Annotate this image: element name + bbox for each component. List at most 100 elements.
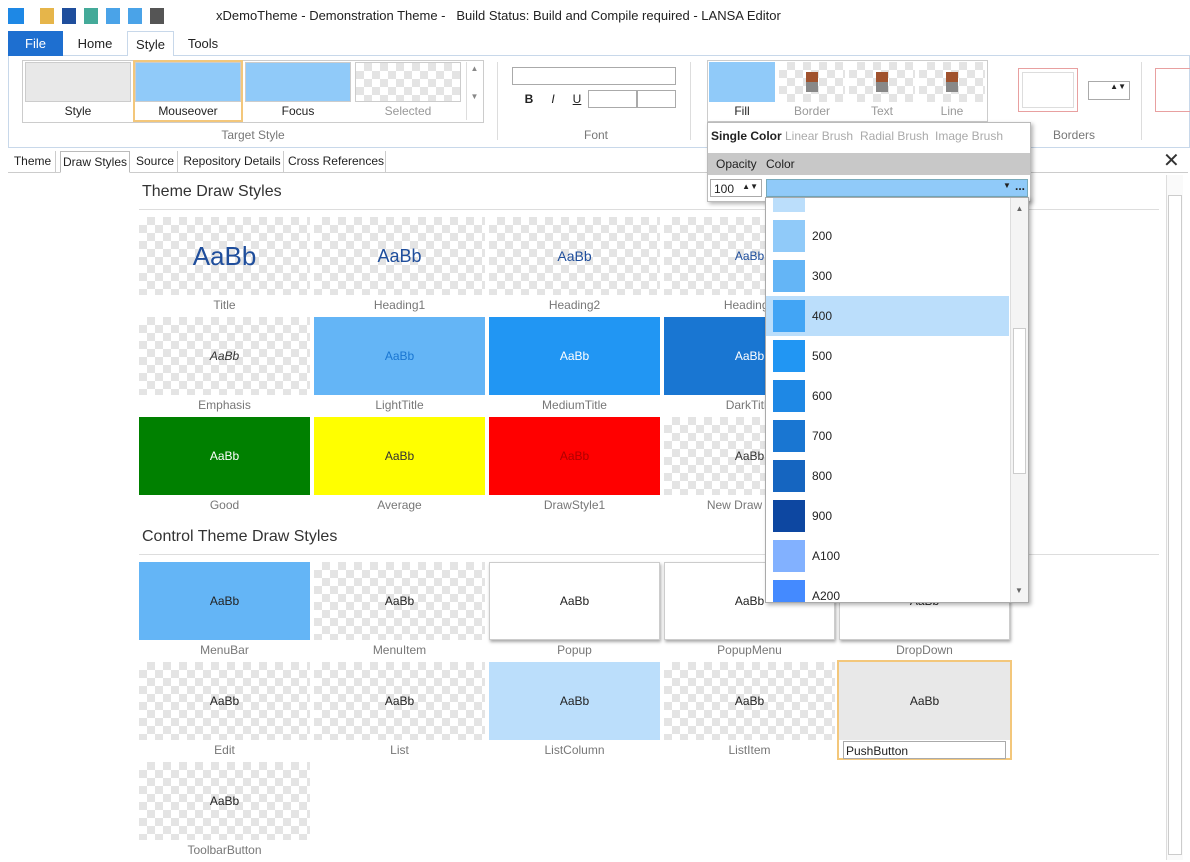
color-label: 200	[812, 229, 833, 243]
color-item[interactable]: A200	[766, 576, 1009, 602]
document-tab[interactable]: Theme	[10, 151, 56, 173]
section-title: Control Theme Draw Styles	[142, 528, 338, 545]
tile-label: ListItem	[728, 743, 771, 757]
gallery-scroll[interactable]: ▲ ▼	[466, 62, 482, 120]
tile-sample: AaBb	[384, 594, 415, 608]
draw-style-tile[interactable]: AaBb	[489, 562, 660, 640]
draw-style-tile[interactable]: AaBb	[314, 562, 485, 640]
color-swatch	[773, 260, 805, 292]
tile-label: ListColumn	[544, 743, 605, 757]
style-swatch[interactable]	[355, 62, 461, 102]
color-swatch	[773, 220, 805, 252]
color-item[interactable]: 500	[766, 336, 1009, 376]
tile-sample: AaBb	[734, 449, 765, 463]
list-scrollbar[interactable]: ▲ ▼	[1010, 198, 1028, 602]
hover-frame	[133, 60, 243, 122]
ribbon-tab[interactable]: Style	[127, 31, 174, 56]
opacity-value: 100	[714, 182, 735, 196]
tile-sample: AaBb	[384, 694, 415, 708]
color-label: 600	[812, 389, 833, 403]
rename-box[interactable]: PushButton	[843, 741, 1006, 759]
border-preview[interactable]	[1018, 68, 1078, 112]
ribbon-tab[interactable]: File	[8, 31, 63, 56]
style-label: Style	[64, 104, 92, 118]
color-swatch	[773, 380, 805, 412]
color-item[interactable]: 800	[766, 456, 1009, 496]
color-combo[interactable]: ▼...	[766, 179, 1028, 197]
color-item[interactable]: 900	[766, 496, 1009, 536]
quick-access-toolbar[interactable]	[40, 8, 200, 24]
draw-style-tile[interactable]: AaBb	[314, 662, 485, 740]
color-swatch	[773, 198, 805, 212]
brush-tab[interactable]: Linear Brush	[785, 129, 854, 143]
border-spinner[interactable]: ▲▼	[1088, 81, 1130, 100]
brush-tab[interactable]: Single Color	[711, 129, 782, 143]
draw-style-tile[interactable]: AaBb	[139, 762, 310, 840]
style-swatch[interactable]	[245, 62, 351, 102]
tile-label: Average	[377, 498, 422, 512]
tile-label: PopupMenu	[717, 643, 782, 657]
color-label: 900	[812, 509, 833, 523]
brush-popup: Opacity Color 100 ▲▼ ▼... Single Color Lin…	[707, 122, 1031, 202]
font-button[interactable]: B	[524, 92, 534, 106]
brush-tab[interactable]: Radial Brush	[860, 129, 929, 143]
color-item[interactable]: 200	[766, 216, 1009, 256]
fill-swatch[interactable]	[919, 62, 985, 102]
style-swatch[interactable]	[25, 62, 131, 102]
document-tab[interactable]: Cross References	[287, 151, 386, 173]
draw-style-tile[interactable]: AaBb	[489, 662, 660, 740]
ribbon-tab[interactable]: Tools	[187, 36, 219, 51]
tile-sample: AaBb	[209, 794, 240, 808]
color-item[interactable]: 300	[766, 256, 1009, 296]
close-button[interactable]: ✕	[1163, 150, 1180, 172]
tile-label: Heading1	[373, 298, 426, 312]
draw-style-tile[interactable]: AaBb	[139, 417, 310, 495]
font-size-combo[interactable]	[588, 90, 638, 108]
tile-label: DrawStyle1	[543, 498, 606, 512]
main-scrollbar[interactable]	[1166, 175, 1183, 860]
color-item[interactable]: 700	[766, 416, 1009, 456]
tile-sample: AaBb	[559, 594, 590, 608]
scroll-thumb[interactable]	[1168, 195, 1182, 855]
opacity-spinner[interactable]: 100 ▲▼	[710, 179, 762, 197]
draw-style-tile[interactable]: AaBb	[139, 662, 310, 740]
fill-swatch[interactable]	[849, 62, 915, 102]
brush-tab[interactable]: Image Brush	[935, 129, 1004, 143]
font-color-combo[interactable]	[636, 90, 676, 108]
draw-style-tile[interactable]: AaBb	[489, 317, 660, 395]
fill-swatch[interactable]	[709, 62, 775, 102]
style-label: Selected	[384, 104, 432, 118]
draw-style-tile[interactable]: AaBb	[139, 317, 310, 395]
font-button[interactable]: U	[572, 92, 582, 106]
tile-sample: AaBb	[209, 349, 240, 363]
tile-label: List	[390, 743, 409, 757]
document-tab[interactable]: Draw Styles	[60, 151, 130, 173]
draw-style-tile[interactable]: AaBb	[314, 317, 485, 395]
draw-style-tile[interactable]: AaBb	[139, 562, 310, 640]
draw-style-tile[interactable]: AaBb	[664, 662, 835, 740]
more-button[interactable]: ...	[1015, 179, 1026, 193]
color-item[interactable]: 600	[766, 376, 1009, 416]
draw-style-tile[interactable]: AaBb	[314, 217, 485, 295]
draw-style-tile[interactable]: AaBb	[314, 417, 485, 495]
tile-label: Emphasis	[198, 398, 251, 412]
document-tab[interactable]: Repository Details	[181, 151, 284, 173]
section-rule	[139, 554, 1159, 555]
draw-style-tile[interactable]: AaBb	[489, 417, 660, 495]
draw-style-tile[interactable]: AaBb	[489, 217, 660, 295]
color-item[interactable]	[766, 198, 1009, 216]
font-name-combo[interactable]	[512, 67, 676, 85]
color-item[interactable]: 400	[766, 296, 1009, 336]
font-button[interactable]: I	[551, 92, 555, 106]
fill-swatch[interactable]	[779, 62, 845, 102]
draw-style-tile[interactable]: AaBb	[139, 217, 310, 295]
border-preview[interactable]	[1155, 68, 1190, 112]
ribbon-tab[interactable]: Home	[77, 36, 113, 51]
style-swatch[interactable]	[135, 62, 241, 102]
style-label: Focus	[281, 104, 315, 118]
tile-label: Heading2	[548, 298, 601, 312]
document-tab[interactable]: Source	[133, 151, 178, 173]
color-item[interactable]: A100	[766, 536, 1009, 576]
draw-style-tile[interactable]: AaBb	[839, 662, 1010, 740]
color-swatch	[773, 540, 805, 572]
